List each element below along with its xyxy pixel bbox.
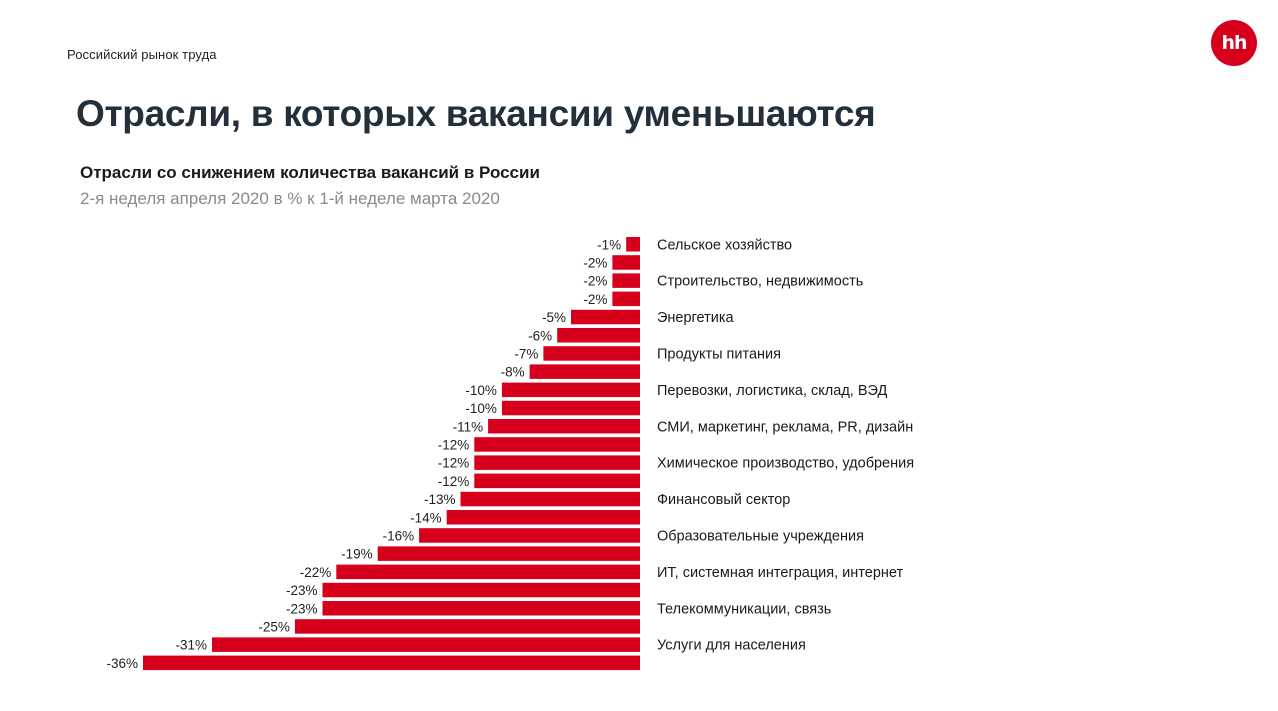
bar (626, 237, 640, 252)
value-label: -23% (286, 583, 318, 598)
value-label: -2% (583, 255, 607, 270)
value-label: -23% (286, 601, 318, 616)
hh-logo[interactable]: hh (1211, 20, 1257, 66)
value-label: -13% (424, 492, 456, 507)
bar (612, 273, 640, 288)
bar (460, 491, 640, 507)
bar (488, 419, 640, 434)
category-label: Строительство, недвижимость (657, 274, 863, 290)
bar (543, 346, 640, 361)
value-label: -2% (583, 274, 607, 289)
category-label: Перевозки, логистика, склад, ВЭД (657, 383, 887, 399)
category-label: Услуги для населения (657, 638, 806, 654)
bar (322, 601, 640, 616)
value-label: -36% (106, 656, 138, 671)
bar (143, 655, 640, 671)
value-label: -12% (438, 456, 470, 471)
category-label: Сельское хозяйство (657, 237, 792, 253)
value-label: -2% (583, 292, 607, 307)
value-label: -10% (465, 401, 497, 416)
value-label: -16% (383, 529, 415, 544)
value-label: -12% (438, 437, 470, 452)
bar (419, 528, 640, 543)
value-label: -31% (175, 638, 207, 653)
bar (501, 382, 640, 398)
value-label: -5% (542, 310, 566, 325)
bar (474, 473, 640, 489)
bar (322, 582, 640, 598)
bar (377, 546, 640, 561)
value-label: -11% (453, 419, 484, 434)
bar (446, 510, 640, 525)
bar (529, 364, 640, 379)
value-label: -7% (514, 346, 538, 361)
value-label: -12% (438, 474, 470, 489)
bar (294, 619, 640, 634)
value-label: -19% (341, 547, 373, 562)
bar (474, 437, 640, 452)
chart-subtitle: 2-я неделя апреля 2020 в % к 1-й неделе … (80, 189, 500, 208)
bar (212, 637, 640, 652)
bar (501, 400, 640, 416)
category-label: Телекоммуникации, связь (657, 601, 831, 617)
value-label: -14% (410, 510, 442, 525)
value-label: -8% (501, 365, 525, 380)
bar (336, 564, 640, 580)
value-label: -6% (528, 328, 552, 343)
value-label: -22% (300, 565, 332, 580)
chart-title: Отрасли со снижением количества вакансий… (80, 163, 540, 182)
value-label: -25% (258, 620, 290, 635)
bar (612, 255, 640, 270)
value-label: -1% (597, 237, 621, 252)
category-label: СМИ, маркетинг, реклама, PR, дизайн (657, 419, 913, 435)
value-label: -10% (465, 383, 497, 398)
category-label: ИТ, системная интеграция, интернет (657, 565, 903, 581)
category-label: Химическое производство, удобрения (657, 456, 914, 472)
page-title: Отрасли, в которых вакансии уменьшаются (76, 93, 876, 134)
category-label: Образовательные учреждения (657, 529, 864, 545)
category-label: Финансовый сектор (657, 492, 790, 508)
category-label: Продукты питания (657, 346, 781, 362)
bar (557, 328, 640, 343)
bar (571, 309, 640, 325)
bar (612, 291, 640, 307)
bar (474, 455, 640, 470)
category-label: Энергетика (657, 310, 735, 326)
section-kicker: Российский рынок труда (67, 47, 217, 62)
